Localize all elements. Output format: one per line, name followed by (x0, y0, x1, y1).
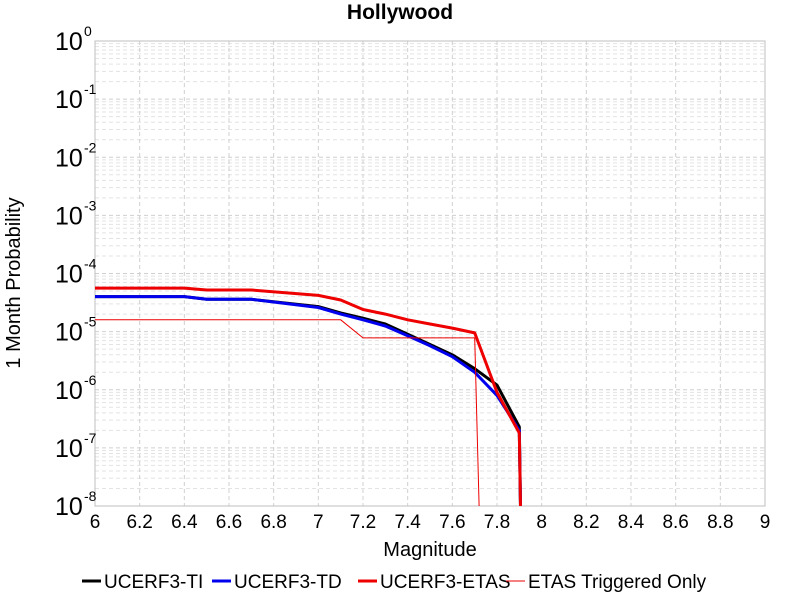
x-tick-label: 9 (760, 512, 771, 533)
y-tick-exponent: -1 (84, 81, 97, 97)
y-tick-label: 10 -6 (55, 372, 97, 405)
y-tick-label: 10 -8 (55, 488, 97, 521)
y-tick-label: 10 -4 (55, 256, 97, 289)
y-tick-exponent: -2 (84, 139, 97, 155)
y-tick-exponent: -5 (84, 314, 97, 330)
x-tick-label: 6.8 (260, 512, 286, 533)
y-tick-label: 10 0 (55, 23, 92, 56)
y-axis-label: 1 Month Probability (3, 197, 25, 368)
x-tick-label: 8.8 (707, 512, 733, 533)
legend-label: ETAS Triggered Only (528, 572, 707, 593)
y-tick-label: 10 -7 (55, 430, 97, 463)
x-tick-label: 6.6 (216, 512, 242, 533)
x-tick-label: 8.4 (618, 512, 645, 533)
y-tick-base: 10 (55, 261, 83, 289)
y-tick-base: 10 (55, 86, 83, 114)
y-tick-base: 10 (55, 377, 83, 405)
x-tick-label: 7.6 (439, 512, 465, 533)
y-tick-label: 10 -1 (55, 81, 97, 114)
x-tick-label: 6 (90, 512, 101, 533)
y-tick-exponent: -6 (84, 372, 97, 388)
x-tick-label: 8.6 (662, 512, 688, 533)
y-tick-exponent: -4 (84, 256, 97, 272)
y-tick-label: 10 -3 (55, 197, 97, 230)
y-tick-exponent: 0 (84, 23, 92, 39)
legend-item: UCERF3-TD (212, 572, 342, 593)
x-tick-label: 7.4 (394, 512, 421, 533)
y-tick-base: 10 (55, 435, 83, 463)
x-tick-label: 8.2 (573, 512, 599, 533)
y-tick-base: 10 (55, 202, 83, 230)
legend: UCERF3-TI UCERF3-TD UCERF3-ETAS ETAS Trigge… (82, 572, 707, 593)
grid-major-lines (94, 40, 766, 507)
y-tick-base: 10 (55, 319, 83, 347)
y-tick-base: 10 (55, 28, 83, 56)
y-tick-base: 10 (55, 144, 83, 172)
legend-label: UCERF3-TD (234, 572, 342, 593)
x-tick-label: 7 (313, 512, 324, 533)
legend-item: UCERF3-TI (82, 572, 203, 593)
series-line-ucerf3-td (95, 295, 522, 507)
y-tick-label: 10 -5 (55, 314, 97, 347)
x-tick-label: 7.8 (484, 512, 510, 533)
y-tick-exponent: -3 (84, 197, 97, 213)
grid-minor-lines (95, 43, 765, 490)
legend-label: UCERF3-TI (104, 572, 203, 593)
x-axis-label: Magnitude (383, 539, 476, 561)
legend-item: ETAS Triggered Only (506, 572, 707, 593)
x-tick-label: 7.2 (350, 512, 376, 533)
y-tick-exponent: -8 (84, 488, 97, 504)
series-layer (95, 286, 522, 507)
chart-title: Hollywood (347, 1, 453, 24)
series-line-etas-triggered-only (95, 319, 480, 507)
x-tick-labels: 6 6.2 6.4 6.6 6.8 7 7.2 7.4 7.6 7.8 8 8.2 8.4 8.6 8.8 9 (90, 512, 771, 533)
y-tick-label: 10 -2 (55, 139, 97, 172)
legend-label: UCERF3-ETAS (380, 572, 511, 593)
y-tick-base: 10 (55, 493, 83, 521)
plot-area-frame (94, 40, 766, 507)
x-tick-label: 6.4 (171, 512, 198, 533)
series-line-ucerf3-etas (95, 286, 522, 507)
y-tick-exponent: -7 (84, 430, 97, 446)
x-tick-label: 8 (536, 512, 547, 533)
legend-item: UCERF3-ETAS (358, 572, 511, 593)
x-tick-label: 6.2 (126, 512, 152, 533)
